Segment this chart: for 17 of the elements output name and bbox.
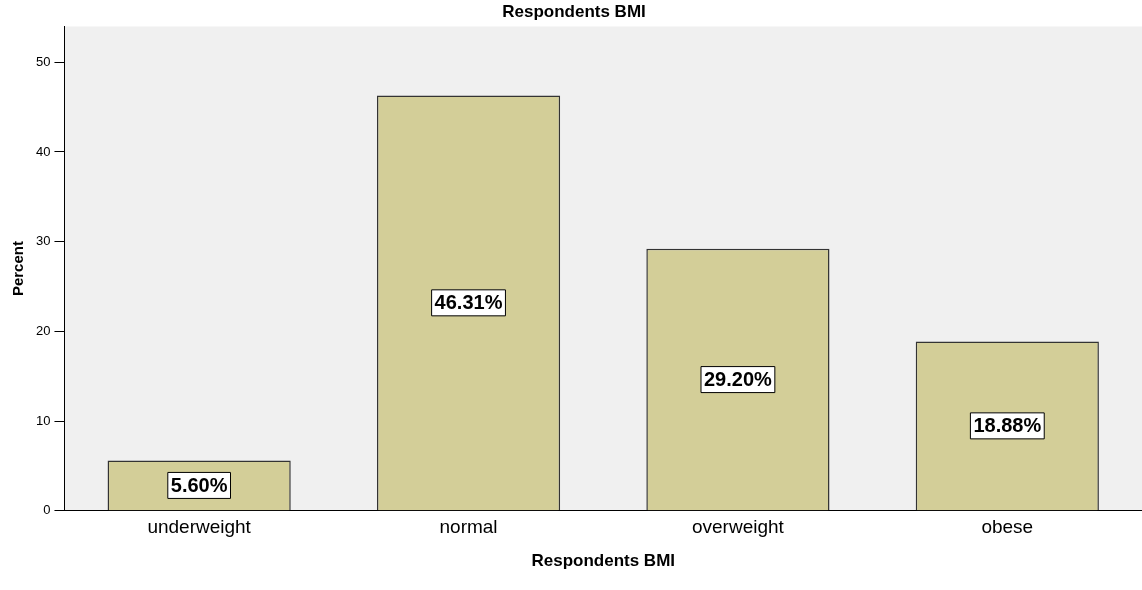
y-tick-label: 40 <box>35 143 51 159</box>
data-label: 18.88% <box>973 414 1042 437</box>
chart-title: Respondents BMI <box>502 1 646 21</box>
x-axis-title: Respondents BMI <box>531 551 676 571</box>
x-tick-label: overweight <box>691 516 785 538</box>
y-tick-label: 30 <box>35 233 51 249</box>
y-tick-label: 10 <box>35 412 51 428</box>
y-axis-title: Percent <box>9 241 27 297</box>
x-tick-label: normal <box>439 516 498 538</box>
x-tick-label: obese <box>981 516 1034 538</box>
x-tick-label: underweight <box>147 516 252 538</box>
y-tick-label: 0 <box>43 502 51 518</box>
data-label: 46.31% <box>434 291 503 314</box>
data-label: 5.60% <box>170 473 228 496</box>
data-label: 29.20% <box>704 368 773 391</box>
y-tick-label: 50 <box>35 53 51 69</box>
y-tick-label: 20 <box>35 322 51 338</box>
